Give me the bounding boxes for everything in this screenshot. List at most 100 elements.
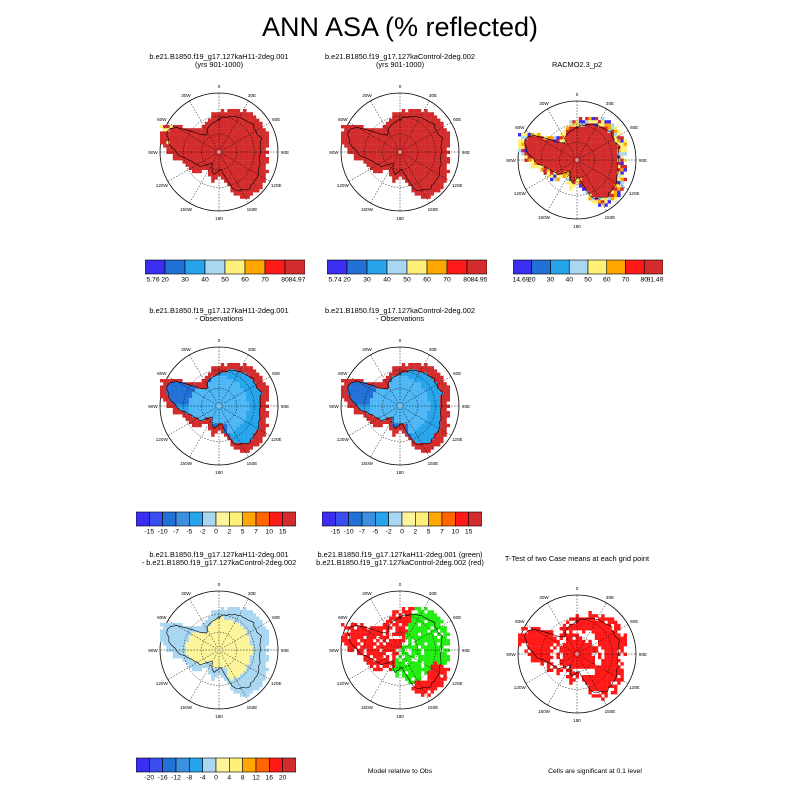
grid-cell (546, 155, 551, 159)
grid-cell (198, 629, 202, 633)
grid-cell (198, 128, 202, 132)
grid-cell (201, 388, 205, 392)
grid-cell (217, 379, 221, 383)
grid-cell (246, 125, 250, 129)
grid-cell (259, 163, 263, 167)
grid-cell (620, 177, 624, 182)
grid-cell (240, 160, 244, 164)
grid-cell (537, 652, 541, 656)
grid-cell (424, 427, 428, 431)
grid-cell (585, 646, 589, 650)
grid-cell (433, 182, 438, 186)
grid-cell (252, 182, 257, 186)
grid-cell (376, 144, 380, 148)
grid-cell (369, 639, 374, 643)
grid-cell (614, 187, 618, 191)
grid-cell (166, 128, 170, 132)
grid-cell (366, 398, 370, 402)
grid-cell (414, 144, 418, 148)
grid-cell (405, 118, 409, 122)
grid-cell (376, 417, 380, 421)
grid-cell (252, 173, 257, 177)
grid-cell (182, 658, 186, 662)
grid-cell (163, 395, 167, 399)
grid-cell (230, 610, 234, 614)
grid-cell (582, 120, 586, 124)
grid-cell (211, 635, 215, 640)
grid-cell (243, 645, 247, 649)
grid-cell (182, 157, 186, 161)
grid-cell (379, 385, 383, 389)
grid-cell (598, 145, 602, 150)
grid-cell (601, 623, 605, 628)
grid-cell (182, 407, 186, 412)
grid-cell (224, 411, 228, 415)
grid-cell (236, 366, 241, 370)
grid-cell (230, 388, 234, 392)
grid-cell (437, 645, 441, 649)
grid-cell (414, 687, 418, 691)
grid-cell (417, 173, 422, 177)
grid-cell (243, 674, 247, 678)
grid-cell (594, 649, 599, 653)
grid-cell (389, 169, 393, 174)
grid-cell (433, 407, 438, 412)
grid-cell (385, 658, 390, 662)
grid-cell (227, 623, 231, 627)
grid-cell (534, 655, 538, 660)
grid-cell (591, 161, 595, 166)
grid-cell (233, 651, 237, 656)
grid-cell (623, 145, 627, 150)
grid-cell (614, 142, 618, 146)
grid-cell (160, 388, 164, 392)
grid-cell (614, 193, 618, 198)
grid-cell (591, 142, 595, 146)
grid-cell (395, 125, 399, 129)
colorbar-swatch (386, 259, 408, 275)
grid-cell (230, 176, 234, 180)
grid-cell (430, 683, 434, 688)
grid-cell (411, 147, 415, 151)
grid-cell (614, 649, 618, 653)
grid-cell (398, 115, 402, 119)
grid-cell (569, 659, 573, 663)
grid-cell (224, 379, 228, 383)
grid-cell (414, 131, 418, 135)
grid-cell (395, 144, 399, 148)
grid-cell (363, 134, 367, 138)
grid-cell (240, 414, 244, 418)
grid-cell (443, 166, 447, 170)
grid-cell (417, 610, 422, 614)
grid-cell (578, 181, 583, 185)
grid-cell (249, 176, 253, 180)
grid-cell (385, 398, 390, 402)
grid-cell (427, 623, 431, 627)
grid-cell (240, 176, 244, 180)
grid-cell (240, 667, 244, 672)
grid-cell (357, 629, 361, 633)
grid-cell (227, 118, 231, 122)
grid-cell (243, 439, 247, 444)
latitude-line (183, 370, 255, 442)
grid-cell (405, 417, 409, 421)
colorbar-swatch (346, 259, 368, 275)
grid-cell (353, 632, 358, 636)
grid-cell (220, 134, 225, 138)
grid-cell (566, 171, 570, 175)
grid-cell (160, 131, 164, 135)
grid-cell (414, 163, 418, 167)
grid-cell (617, 652, 621, 656)
grid-cell (347, 632, 351, 636)
grid-cell (179, 645, 183, 649)
grid-cell (249, 395, 253, 399)
grid-cell (220, 121, 225, 126)
grid-cell (182, 401, 186, 405)
grid-cell (414, 613, 418, 617)
grid-cell (427, 417, 431, 421)
grid-cell (417, 664, 422, 668)
grid-cell (389, 385, 393, 389)
grid-cell (188, 655, 193, 659)
grid-cell (233, 423, 237, 428)
grid-cell (217, 128, 221, 132)
grid-cell (243, 427, 247, 431)
